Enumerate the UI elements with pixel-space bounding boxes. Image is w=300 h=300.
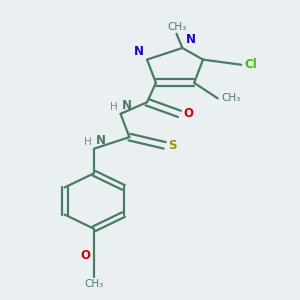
Text: Cl: Cl [245, 58, 258, 71]
Text: H: H [84, 136, 92, 147]
Text: O: O [80, 249, 91, 262]
Text: N: N [96, 134, 106, 147]
Text: O: O [183, 107, 193, 120]
Text: H: H [110, 102, 118, 112]
Text: CH₃: CH₃ [221, 93, 241, 103]
Text: CH₃: CH₃ [167, 22, 186, 32]
Text: CH₃: CH₃ [84, 279, 104, 289]
Text: N: N [122, 99, 132, 112]
Text: N: N [134, 44, 143, 58]
Text: N: N [186, 33, 196, 46]
Text: S: S [168, 139, 177, 152]
